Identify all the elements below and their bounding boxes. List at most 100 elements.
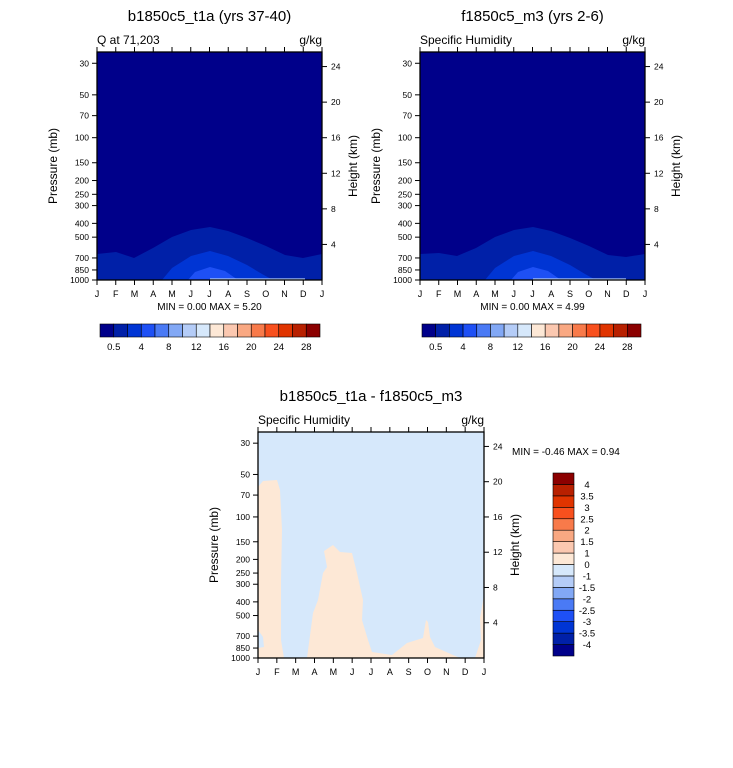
colorbar-box xyxy=(552,507,575,520)
x-tick-label: D xyxy=(623,289,630,299)
colorbar-box xyxy=(237,323,252,338)
x-tick-label: N xyxy=(443,667,450,677)
y-tick-label: 500 xyxy=(75,232,89,242)
min-max-label: MIN = -0.46 MAX = 0.94 xyxy=(512,447,620,458)
y-tick-label: 100 xyxy=(236,512,250,522)
y-tick-label: 150 xyxy=(398,158,412,168)
y-tick-label: 70 xyxy=(403,111,413,121)
colorbar-label: 2 xyxy=(584,526,589,537)
x-tick-label: A xyxy=(150,289,156,299)
colorbar-label: 1 xyxy=(584,549,589,560)
y-tick-label: 150 xyxy=(75,158,89,168)
x-tick-label: F xyxy=(113,289,119,299)
y-tick-label: 250 xyxy=(398,189,412,199)
x-tick-label: J xyxy=(369,667,374,677)
plot-title: b1850c5_t1a - f1850c5_m3 xyxy=(280,388,463,405)
colorbar-label: -3.5 xyxy=(579,629,595,640)
colorbar-label: -1 xyxy=(583,571,591,582)
y-tick-label: 250 xyxy=(75,189,89,199)
plot-title: b1850c5_t1a (yrs 37-40) xyxy=(128,8,291,25)
min-max-label: MIN = 0.00 MAX = 4.99 xyxy=(480,302,585,313)
x-tick-label: A xyxy=(311,667,317,677)
y-right-tick-label: 24 xyxy=(654,62,664,72)
x-tick-label: J xyxy=(189,289,194,299)
colorbar-label: 20 xyxy=(246,342,257,353)
colorbar-box xyxy=(476,323,491,338)
x-tick-label: J xyxy=(482,667,487,677)
y-tick-label: 400 xyxy=(236,597,250,607)
colorbar-label: -2 xyxy=(583,594,591,605)
colorbar-label: 1.5 xyxy=(580,537,593,548)
colorbar-box xyxy=(490,323,505,338)
colorbar-label: 0.5 xyxy=(107,342,120,353)
panel-experiment xyxy=(420,52,645,280)
y-tick-label: 200 xyxy=(236,554,250,564)
y-right-tick-label: 12 xyxy=(493,547,503,557)
y-tick-label: 100 xyxy=(398,133,412,143)
y-right-axis-label: Height (km) xyxy=(508,514,522,576)
y-right-tick-label: 4 xyxy=(654,239,659,249)
plot-units: g/kg xyxy=(461,413,484,427)
y-right-tick-label: 16 xyxy=(493,512,503,522)
y-right-tick-label: 12 xyxy=(331,168,341,178)
colorbar-box xyxy=(572,323,587,338)
x-tick-label: A xyxy=(473,289,479,299)
colorbar-box xyxy=(544,323,560,338)
plot-subtitle-left: Specific Humidity xyxy=(258,413,350,427)
y-tick-label: 400 xyxy=(398,218,412,228)
y-tick-label: 1000 xyxy=(231,653,250,663)
contour-fill-positive xyxy=(307,545,460,658)
y-tick-label: 850 xyxy=(75,265,89,275)
x-tick-label: A xyxy=(548,289,554,299)
colorbar-box xyxy=(531,323,546,338)
x-tick-label: J xyxy=(512,289,517,299)
colorbar-label: 3 xyxy=(584,503,589,514)
colorbar-label: 3.5 xyxy=(580,491,593,502)
y-right-tick-label: 24 xyxy=(493,441,503,451)
y-tick-label: 70 xyxy=(80,111,90,121)
colorbar-box xyxy=(99,323,115,338)
colorbar-label: 12 xyxy=(191,342,202,353)
colorbar-label: -2.5 xyxy=(579,606,595,617)
x-tick-label: J xyxy=(256,667,261,677)
x-tick-label: F xyxy=(436,289,442,299)
colorbar-box xyxy=(552,495,575,508)
colorbar-box xyxy=(552,518,575,531)
colorbar-box xyxy=(305,323,321,338)
y-tick-label: 700 xyxy=(398,253,412,263)
x-tick-label: S xyxy=(244,289,250,299)
colorbar-box xyxy=(223,323,238,338)
colorbar-label: -1.5 xyxy=(579,583,595,594)
y-tick-label: 30 xyxy=(241,438,251,448)
y-axis-label: Pressure (mb) xyxy=(207,507,221,583)
colorbar-label: 16 xyxy=(540,342,551,353)
colorbar-box xyxy=(435,323,450,338)
colorbar-label: 16 xyxy=(218,342,229,353)
y-tick-label: 30 xyxy=(403,58,413,68)
plot-subtitle-left: Q at 71,203 xyxy=(97,33,160,47)
x-tick-label: M xyxy=(491,289,499,299)
colorbar-box xyxy=(140,323,156,338)
x-tick-label: D xyxy=(462,667,469,677)
y-tick-label: 200 xyxy=(398,176,412,186)
y-tick-label: 30 xyxy=(80,58,90,68)
contour-fill-negative xyxy=(258,432,484,658)
x-tick-label: J xyxy=(643,289,648,299)
colorbar-label: 28 xyxy=(622,342,633,353)
panel-control xyxy=(97,52,322,280)
y-axis-label: Pressure (mb) xyxy=(46,128,60,204)
contour-fill-level-3 xyxy=(511,267,561,280)
x-tick-label: O xyxy=(585,289,592,299)
colorbar-box xyxy=(552,587,575,600)
x-tick-label: M xyxy=(330,667,338,677)
y-tick-label: 50 xyxy=(403,90,413,100)
colorbar-label: 24 xyxy=(273,342,284,353)
colorbar-box xyxy=(552,529,575,542)
colorbar-box xyxy=(599,323,614,338)
plot-subtitle-left: Specific Humidity xyxy=(420,33,512,47)
contour-fill-level-2 xyxy=(162,251,273,280)
y-tick-label: 300 xyxy=(236,579,250,589)
x-tick-label: M xyxy=(292,667,300,677)
y-tick-label: 200 xyxy=(75,176,89,186)
